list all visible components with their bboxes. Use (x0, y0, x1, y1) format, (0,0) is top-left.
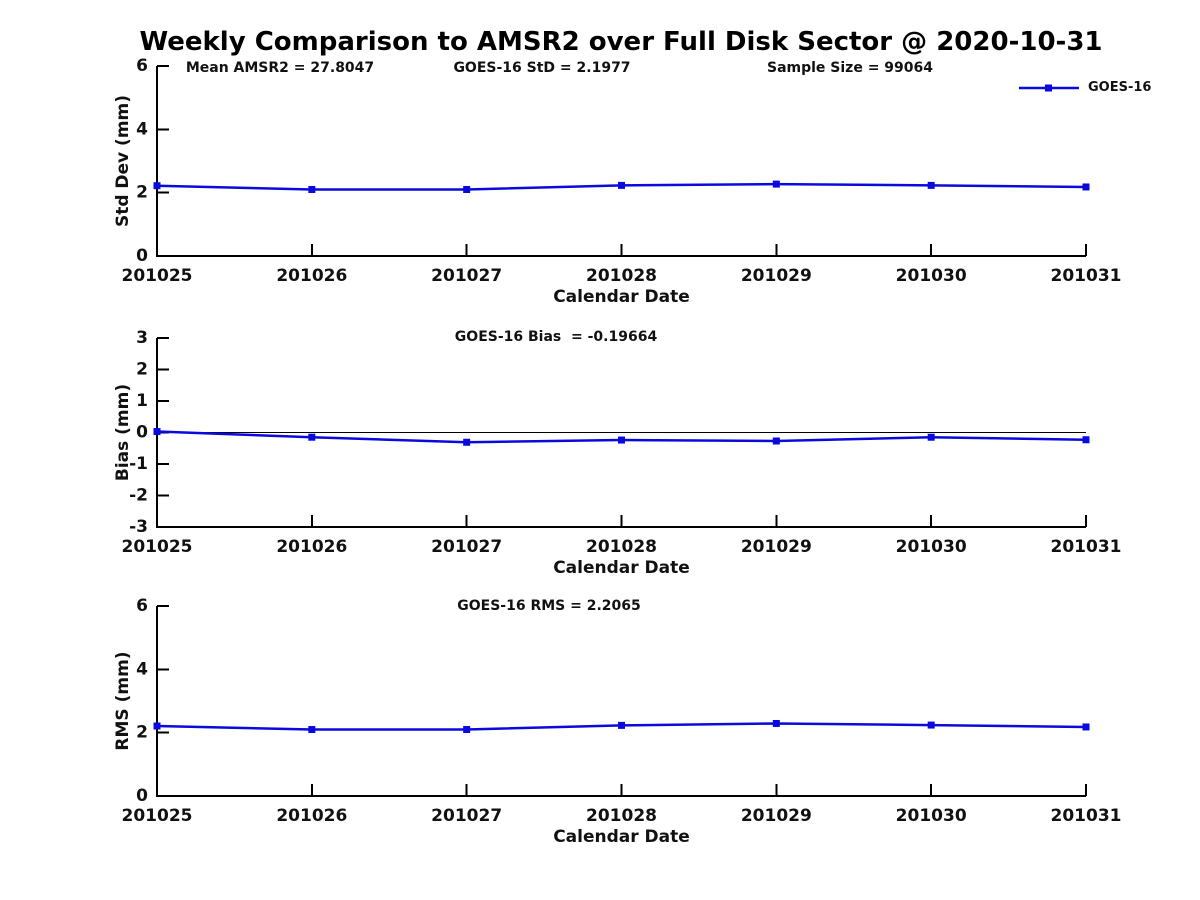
figure-title: Weekly Comparison to AMSR2 over Full Dis… (139, 27, 1103, 57)
annotation-sample-size: Sample Size = 99064 (766, 60, 934, 76)
subplot-bias: -3 -2 -1 0 1 2 3 201025 201026 201027 201028 201029… (113, 328, 1121, 578)
x-tick-label: 201030 (896, 537, 967, 557)
data-point-marker (463, 438, 471, 446)
subplot-title-bias: GOES-16 Bias = -0.19664 (454, 329, 658, 345)
y-tick-label: 6 (136, 596, 148, 616)
x-tick-label: 201028 (586, 266, 657, 286)
subplot-rms: 0 2 4 6 201025 201026 201027 201028 201029 201030… (113, 596, 1121, 847)
y-tick-label: 6 (136, 56, 148, 76)
x-tick-label: 201030 (896, 266, 967, 286)
x-tick-label: 201025 (122, 537, 193, 557)
y-tick-label: 4 (136, 119, 148, 139)
x-tick-label: 201028 (586, 806, 657, 826)
y-tick-label: 0 (136, 246, 148, 266)
x-tick-label: 201026 (276, 266, 347, 286)
x-tick-label: 201029 (741, 537, 812, 557)
x-tick-label: 201031 (1051, 537, 1122, 557)
x-tick-label: 201031 (1051, 266, 1122, 286)
y-tick-label: 0 (136, 786, 148, 806)
axis-line (156, 66, 1086, 257)
data-point-marker (463, 186, 471, 193)
data-point-marker (308, 726, 316, 733)
y-tick-label: 0 (136, 423, 148, 443)
data-point-marker (927, 433, 935, 441)
y-tick-label: -1 (129, 454, 148, 474)
annotation-mean-amsr2: Mean AMSR2 = 27.8047 (185, 60, 375, 76)
legend: GOES-16 (1018, 81, 1151, 95)
x-tick-label: 201025 (122, 806, 193, 826)
data-point-marker (308, 186, 316, 193)
x-tick-label: 201026 (276, 537, 347, 557)
legend-line-icon (1019, 84, 1079, 92)
data-point-marker (618, 436, 625, 444)
y-axis-title: Bias (mm) (113, 384, 133, 481)
x-axis-title: Calendar Date (553, 827, 690, 847)
x-tick-label: 201031 (1051, 806, 1122, 826)
y-axis-title: Std Dev (mm) (113, 95, 133, 227)
y-axis-title: RMS (mm) (113, 651, 133, 750)
data-point-marker (463, 726, 471, 733)
data-point-marker (153, 722, 161, 730)
y-tick-label: 4 (136, 659, 148, 679)
y-tick-label: 2 (136, 723, 148, 743)
data-point-marker (772, 719, 780, 727)
data-point-marker (153, 428, 161, 436)
x-tick-label: 201027 (431, 537, 502, 557)
data-point-marker (1082, 183, 1090, 191)
x-tick-label: 201029 (741, 266, 812, 286)
y-tick-label: -2 (129, 486, 148, 506)
legend-label: GOES-16 (1088, 80, 1152, 95)
x-tick-label: 201026 (276, 806, 347, 826)
data-point-marker (153, 182, 161, 190)
data-point-marker (927, 181, 935, 189)
annotation-goes16-std: GOES-16 StD = 2.1977 (453, 60, 631, 76)
y-tick-label: 2 (136, 183, 148, 203)
data-point-marker (927, 721, 935, 729)
x-axis-title: Calendar Date (553, 287, 690, 307)
data-point-marker (1082, 436, 1090, 444)
y-tick-label: 2 (136, 360, 148, 380)
x-tick-label: 201027 (431, 266, 502, 286)
data-point-marker (772, 180, 780, 188)
axis-line (156, 606, 1086, 797)
subplot-std-dev: 0 2 4 6 201025 201026 201027 201028 201029 201030… (113, 56, 1121, 307)
data-point-marker (1082, 723, 1090, 731)
y-tick-label: -3 (129, 517, 148, 537)
data-point-marker (618, 181, 625, 189)
x-tick-label: 201027 (431, 806, 502, 826)
x-tick-label: 201025 (122, 266, 193, 286)
x-tick-label: 201030 (896, 806, 967, 826)
data-point-marker (308, 433, 316, 441)
x-tick-label: 201029 (741, 806, 812, 826)
data-point-marker (618, 721, 625, 729)
x-tick-label: 201028 (586, 537, 657, 557)
y-tick-label: 1 (136, 391, 148, 411)
data-point-marker (772, 437, 780, 445)
subplot-title-rms: GOES-16 RMS = 2.2065 (457, 598, 641, 614)
x-axis-title: Calendar Date (553, 558, 690, 578)
y-tick-label: 3 (136, 328, 148, 348)
